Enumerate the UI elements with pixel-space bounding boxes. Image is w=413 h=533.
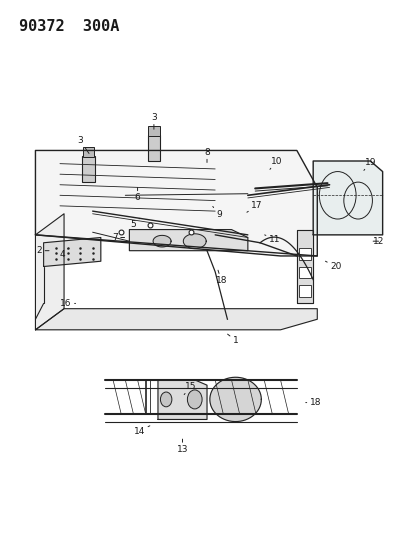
Text: 9: 9 (212, 206, 222, 219)
Text: 4: 4 (59, 248, 68, 259)
Text: 19: 19 (363, 158, 375, 171)
Text: 1: 1 (227, 334, 238, 345)
Text: 13: 13 (176, 439, 188, 454)
Bar (147, 135, 160, 161)
Text: 20: 20 (325, 261, 341, 271)
Polygon shape (296, 230, 313, 303)
Text: 90372  300A: 90372 300A (19, 19, 119, 34)
Bar (82, 156, 95, 182)
Bar (298, 285, 311, 296)
Polygon shape (158, 380, 206, 419)
Text: 5: 5 (130, 219, 139, 229)
Text: 6: 6 (134, 188, 140, 203)
Text: 8: 8 (204, 148, 209, 163)
Bar (298, 266, 311, 278)
Circle shape (187, 390, 202, 409)
Text: 10: 10 (269, 157, 282, 169)
Polygon shape (129, 230, 247, 251)
Polygon shape (153, 236, 171, 247)
Text: 18: 18 (305, 398, 320, 407)
Text: 18: 18 (215, 270, 226, 285)
Polygon shape (36, 150, 316, 256)
Polygon shape (209, 377, 261, 422)
Polygon shape (43, 238, 100, 266)
Text: 3: 3 (77, 136, 89, 154)
Polygon shape (36, 214, 64, 330)
Polygon shape (36, 309, 316, 330)
Text: 11: 11 (264, 235, 280, 244)
Text: 3: 3 (151, 113, 157, 129)
Text: 17: 17 (246, 201, 262, 212)
Text: 16: 16 (60, 299, 76, 308)
Text: 2: 2 (37, 246, 49, 255)
Text: 15: 15 (184, 382, 196, 394)
Text: 14: 14 (133, 426, 150, 435)
FancyBboxPatch shape (83, 147, 94, 157)
FancyBboxPatch shape (148, 126, 159, 136)
Circle shape (160, 392, 171, 407)
Polygon shape (183, 234, 206, 248)
Text: 7: 7 (112, 233, 124, 242)
Text: 12: 12 (372, 237, 383, 246)
Bar (298, 248, 311, 260)
Polygon shape (313, 161, 382, 235)
